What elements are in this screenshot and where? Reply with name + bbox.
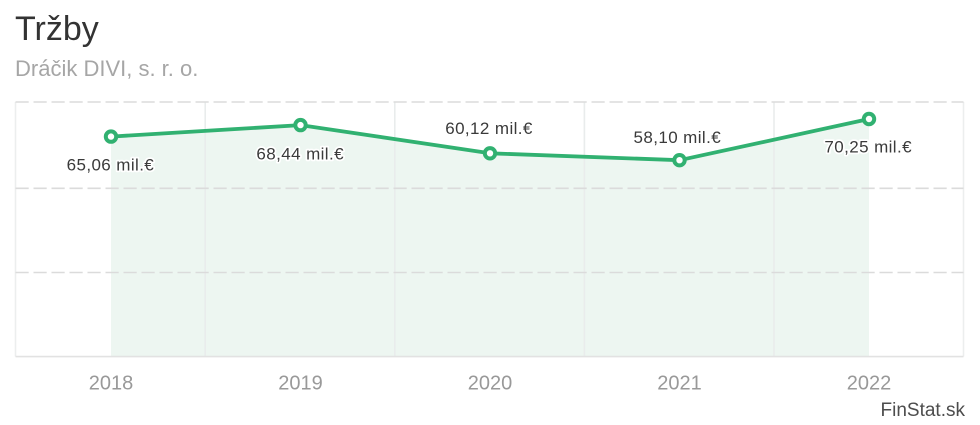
svg-text:2020: 2020 [468,373,513,395]
svg-text:70,25 mil.€: 70,25 mil.€ [824,138,912,157]
svg-text:65,06 mil.€: 65,06 mil.€ [67,155,155,174]
svg-text:2021: 2021 [657,373,702,395]
svg-text:2019: 2019 [278,373,323,395]
svg-text:2022: 2022 [847,373,892,395]
svg-text:2018: 2018 [89,373,134,395]
svg-text:58,10 mil.€: 58,10 mil.€ [634,128,722,147]
svg-text:68,44 mil.€: 68,44 mil.€ [256,145,344,164]
svg-text:60,12 mil.€: 60,12 mil.€ [445,119,533,138]
